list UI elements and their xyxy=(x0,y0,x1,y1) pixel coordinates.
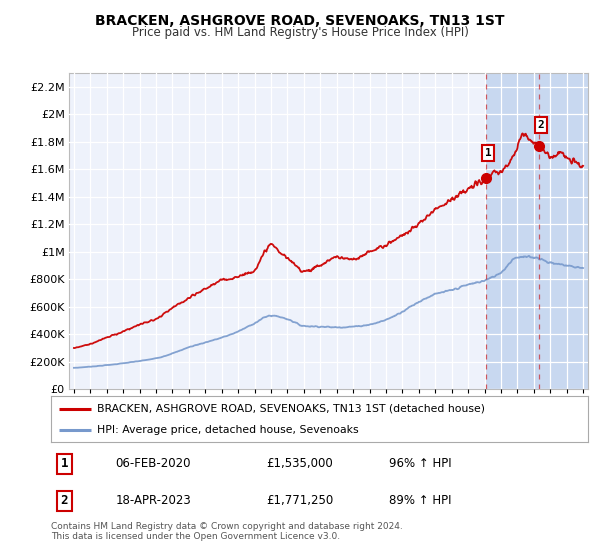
Text: 1: 1 xyxy=(485,148,491,158)
Text: 89% ↑ HPI: 89% ↑ HPI xyxy=(389,494,452,507)
Text: 1: 1 xyxy=(61,457,68,470)
Text: BRACKEN, ASHGROVE ROAD, SEVENOAKS, TN13 1ST (detached house): BRACKEN, ASHGROVE ROAD, SEVENOAKS, TN13 … xyxy=(97,404,485,414)
Text: 18-APR-2023: 18-APR-2023 xyxy=(115,494,191,507)
Bar xyxy=(486,73,600,389)
Text: Price paid vs. HM Land Registry's House Price Index (HPI): Price paid vs. HM Land Registry's House … xyxy=(131,26,469,39)
Text: HPI: Average price, detached house, Sevenoaks: HPI: Average price, detached house, Seve… xyxy=(97,425,358,435)
Text: Contains HM Land Registry data © Crown copyright and database right 2024.
This d: Contains HM Land Registry data © Crown c… xyxy=(51,522,403,542)
Text: £1,535,000: £1,535,000 xyxy=(266,457,332,470)
Text: 2: 2 xyxy=(538,120,545,130)
Text: 06-FEB-2020: 06-FEB-2020 xyxy=(115,457,191,470)
Text: BRACKEN, ASHGROVE ROAD, SEVENOAKS, TN13 1ST: BRACKEN, ASHGROVE ROAD, SEVENOAKS, TN13 … xyxy=(95,14,505,28)
Text: £1,771,250: £1,771,250 xyxy=(266,494,333,507)
Text: 2: 2 xyxy=(61,494,68,507)
Text: 96% ↑ HPI: 96% ↑ HPI xyxy=(389,457,452,470)
